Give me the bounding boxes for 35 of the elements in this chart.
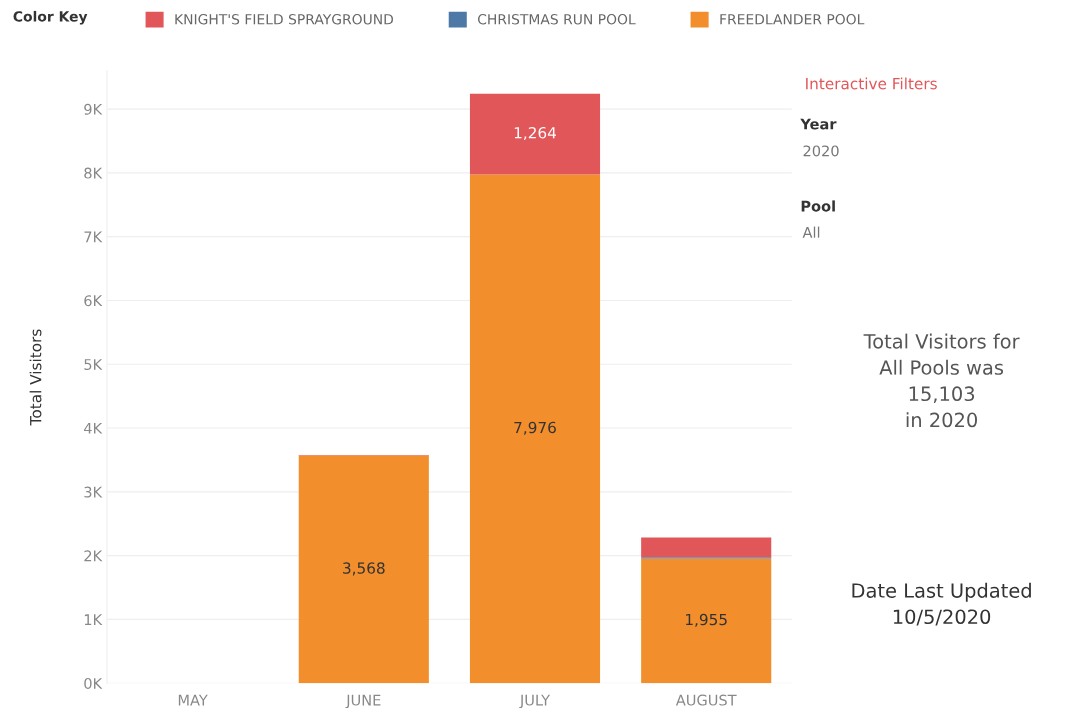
legend-label: KNIGHT'S FIELD SPRAYGROUND — [175, 14, 394, 25]
y-tick-label: 7K — [84, 231, 103, 243]
y-tick-label: 3K — [84, 486, 103, 498]
legend-label: CHRISTMAS RUN POOL — [477, 14, 636, 25]
text: Interactive Filters — [806, 77, 937, 90]
y-tick-label: 0K — [84, 677, 103, 689]
text: 2020 — [803, 145, 839, 157]
data-label: 3,568 — [343, 562, 385, 576]
y-tick-label: 5K — [84, 359, 103, 370]
data-label: 1,955 — [686, 613, 727, 627]
x-tick-label: JULY — [519, 694, 551, 708]
text: Year — [800, 118, 837, 130]
data-label: 1,264 — [514, 126, 557, 141]
x-tick-label: MAY — [178, 694, 208, 706]
text: Date Last Updated 10/5/2020 — [852, 582, 1031, 626]
text: Total Visitors for All Pools was 15,103 in 2020 — [863, 333, 1020, 428]
y-tick-label: 1K — [84, 614, 103, 625]
legend-label: FREEDLANDER POOL — [720, 14, 865, 25]
x-tick-label: AUGUST — [675, 694, 737, 706]
text: Pool — [801, 200, 835, 212]
legend-title: Color Key — [13, 10, 88, 25]
bar — [469, 174, 601, 684]
y-tick-label: 9K — [84, 103, 103, 115]
text: All — [802, 226, 820, 238]
y-tick-label: 8K — [84, 167, 103, 179]
bar — [298, 455, 429, 684]
bar — [641, 537, 772, 558]
x-tick-label: JUNE — [345, 694, 381, 708]
bar — [469, 93, 601, 175]
bar — [641, 558, 772, 684]
y-axis-title: Total Visitors — [29, 329, 42, 426]
data-label: 7,976 — [514, 421, 556, 435]
y-tick-label: 4K — [84, 422, 103, 434]
y-tick-label: 6K — [84, 295, 103, 307]
y-tick-label: 2K — [84, 550, 103, 562]
